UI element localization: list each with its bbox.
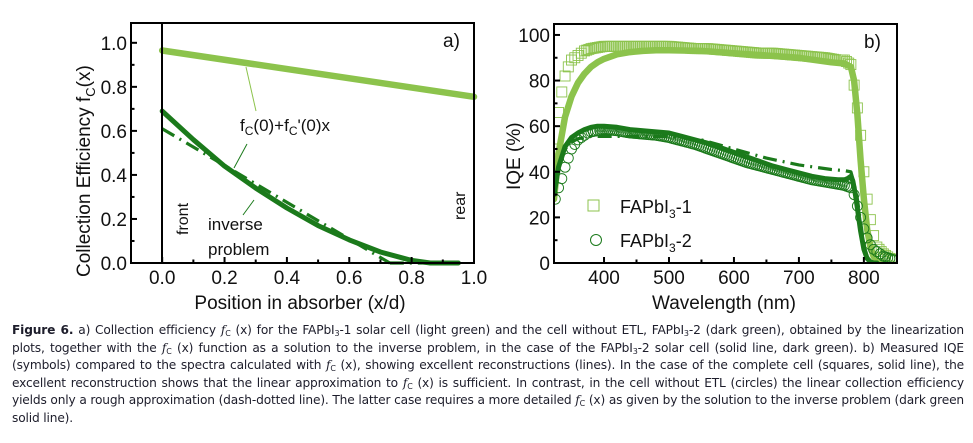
x-tick-label: 700 [783, 268, 815, 289]
inverse-annotation-line2: problem [208, 240, 269, 259]
caption-subscript: 3 [632, 346, 638, 356]
fc-symbol: fC (x) [220, 323, 252, 338]
panel-a-label: a) [443, 31, 460, 52]
linear-annotation-leader [245, 66, 257, 112]
y-tick-label: 20 [529, 208, 550, 229]
caption-text: as given by the solution to the inverse … [12, 393, 964, 425]
data-point-circle [884, 252, 896, 263]
circle-markers [554, 124, 897, 263]
legend-circle-marker [590, 234, 602, 246]
inverse-dashdot-leader [233, 143, 248, 169]
y-tick-label: 1.0 [101, 34, 127, 55]
series-line-solid [159, 108, 461, 266]
y-tick-label: 0.4 [101, 166, 128, 187]
figure-caption: Figure 6. a) Collection efficiency fC (x… [12, 322, 964, 428]
y-tick-label: 0.2 [101, 210, 127, 231]
panel-b-xlabel: Wavelength (nm) [652, 293, 796, 314]
caption-text: a) Collection efficiency [73, 323, 221, 337]
fc-symbol: fC (x) [326, 358, 357, 374]
x-tick-label: 800 [848, 268, 880, 289]
data-point-circle [888, 254, 897, 263]
legend-square-marker [587, 199, 600, 212]
panel-a-ticks: 0.0 0.2 0.4 0.6 0.8 1.0 0.0 0.2 0.4 0.6 0.8 1.0 [101, 34, 488, 289]
data-point-square [556, 86, 568, 98]
caption-text: for the FAPbI [251, 323, 335, 337]
inverse-annotation-line1: inverse [208, 215, 263, 234]
panel-b-label: b) [864, 32, 881, 53]
caption-label: Figure 6. [12, 323, 74, 337]
panel-a-chart: 0.0 0.2 0.4 0.6 0.8 1.00.00.20.40.60.81.0 a) … [74, 22, 488, 314]
rear-label: rear [452, 191, 469, 220]
panel-a-frame [130, 22, 475, 264]
caption-subscript: 3 [334, 329, 340, 338]
caption-body: a) Collection efficiency fC (x) for the … [12, 323, 964, 425]
caption-text: , showing excellent reconstructions (lin… [12, 358, 965, 390]
x-tick-label: 0.2 [211, 268, 237, 289]
panel-a-xlabel: Position in absorber (x/d) [194, 293, 405, 314]
x-tick-label: 1.0 [461, 268, 487, 289]
x-tick-label: 600 [718, 268, 750, 289]
caption-text: -2 (dark green), obtained by the lineari… [12, 323, 965, 355]
series-line-solid [554, 123, 880, 263]
x-tick-label: 400 [588, 268, 620, 289]
panel-a-ylabel: Collection Efficiency fC(x) [74, 65, 98, 277]
data-point-square [559, 70, 571, 82]
data-point-square [562, 61, 574, 73]
panel-b-series [554, 40, 897, 263]
panel-b-frame [553, 23, 898, 264]
x-tick-label: 0.6 [336, 268, 362, 289]
linear-annotation: fC(0)+fC'(0)x [240, 116, 331, 138]
data-point-square [581, 44, 593, 56]
series-line-thick [554, 46, 887, 263]
y-tick-label: 60 [529, 117, 550, 138]
panel-b-chart: 400 500 600 700 800 0 20 40 60 80 100 b) FAPbI3-1 … [504, 23, 898, 314]
x-tick-label: 0.8 [398, 268, 424, 289]
caption-text: -1 solar cell (light green) and the cell… [339, 323, 684, 337]
fc-symbol: fC (x) [575, 393, 606, 409]
x-tick-label: 500 [653, 268, 685, 289]
caption-text: is sufficient. In contrast, in the cell … [12, 375, 964, 408]
inverse-annotation-leader [242, 199, 255, 216]
x-tick-label: 0.0 [149, 268, 175, 289]
data-point-circle [886, 253, 897, 263]
y-tick-label: 80 [529, 72, 550, 93]
y-tick-label: 0.6 [101, 122, 127, 143]
front-label: front [175, 202, 192, 235]
data-point-square [579, 45, 590, 57]
y-tick-label: 40 [529, 163, 550, 184]
caption-text: function as a solution to the inverse pr… [193, 340, 633, 355]
x-tick-label: 0.4 [274, 268, 301, 289]
y-tick-label: 100 [518, 26, 550, 47]
caption-text: -2 solar cell (solid line, dark green). … [12, 340, 964, 373]
figure-6: 0.0 0.2 0.4 0.6 0.8 1.00.00.20.40.60.81.0 a) … [74, 22, 898, 314]
legend-entry-2: FAPbI3-2 [620, 231, 692, 255]
legend: FAPbI3-1 FAPbI3-2 [587, 197, 692, 255]
square-markers [554, 40, 897, 263]
caption-subscript: 3 [683, 329, 689, 338]
y-tick-label: 0 [539, 254, 550, 275]
series-line-dashdot [161, 127, 391, 265]
data-point-square [583, 43, 595, 55]
series-line-thick [158, 47, 478, 101]
series-line-dashdot [556, 134, 872, 263]
fc-symbol: fC (x) [402, 375, 434, 391]
y-tick-label: 0.8 [101, 78, 127, 99]
fc-symbol: fC (x) [161, 340, 194, 356]
legend-entry-1: FAPbI3-1 [620, 197, 692, 221]
panel-b-ylabel: IQE (%) [504, 122, 525, 190]
y-tick-label: 0.0 [101, 254, 127, 275]
